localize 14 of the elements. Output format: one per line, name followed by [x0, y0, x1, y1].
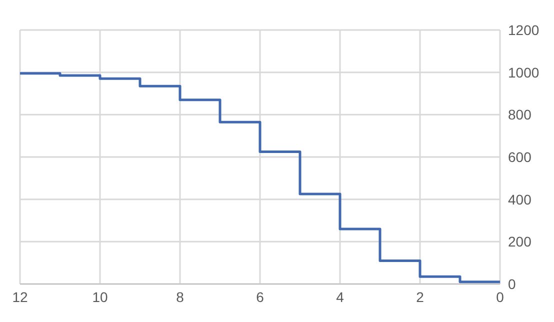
x-tick-label: 2 — [416, 288, 424, 305]
x-tick-label: 4 — [336, 288, 344, 305]
x-tick-label: 6 — [256, 288, 264, 305]
y-tick-label: 1000 — [508, 64, 540, 80]
x-tick-label: 12 — [12, 288, 28, 305]
y-tick-label: 0 — [508, 276, 516, 292]
y-tick-label: 200 — [508, 234, 532, 250]
x-tick-label: 10 — [92, 288, 108, 305]
y-tick-label: 800 — [508, 106, 532, 123]
x-tick-label: 0 — [496, 288, 504, 305]
y-tick-label: 400 — [508, 191, 532, 208]
x-tick-label: 8 — [176, 288, 184, 305]
y-tick-label: 600 — [508, 148, 532, 165]
y-tick-label: 1200 — [508, 22, 540, 38]
